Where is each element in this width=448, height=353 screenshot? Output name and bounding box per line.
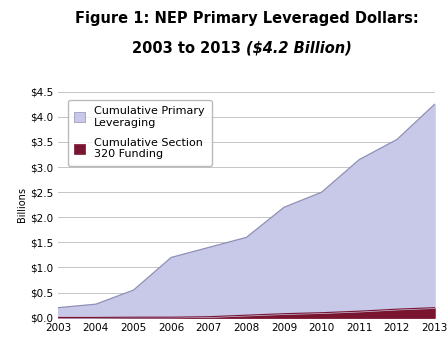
Y-axis label: Billions: Billions — [17, 187, 27, 222]
Legend: Cumulative Primary
Leveraging, Cumulative Section
320 Funding: Cumulative Primary Leveraging, Cumulativ… — [68, 100, 211, 166]
Text: ($4.2 Billion): ($4.2 Billion) — [246, 41, 352, 55]
Text: Figure 1: NEP Primary Leveraged Dollars:: Figure 1: NEP Primary Leveraged Dollars: — [74, 11, 418, 25]
Text: 2003 to 2013: 2003 to 2013 — [133, 41, 246, 55]
